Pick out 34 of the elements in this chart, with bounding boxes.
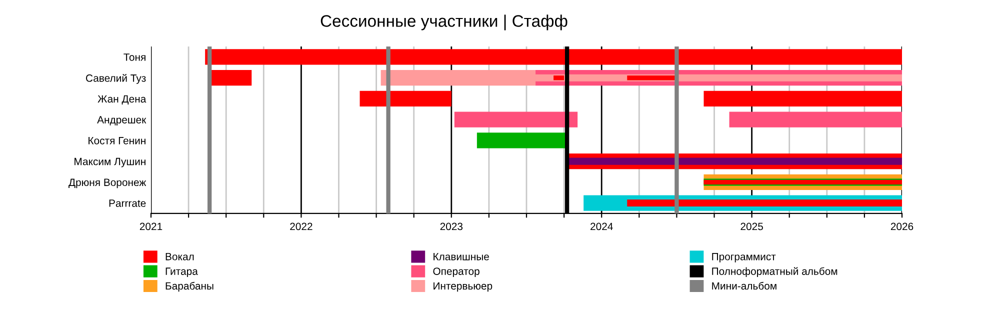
x-tick-label: 2023	[440, 222, 463, 230]
legend-label: Программист	[712, 253, 776, 262]
bar	[627, 75, 677, 80]
y-tick-label: Тоня	[124, 54, 146, 61]
bar	[360, 90, 452, 107]
y-tick-label: Жан Дена	[98, 95, 146, 105]
bar	[729, 112, 902, 128]
x-tick-label: 2026	[890, 222, 914, 230]
chart-title: Сессионные участники | Стафф	[320, 14, 568, 30]
bar	[205, 49, 902, 65]
legend-label: Полноформатный альбом	[712, 267, 838, 278]
y-tick-label: Костя Генин	[88, 137, 146, 144]
bar	[627, 200, 902, 207]
legend-label: Мини-альбом	[712, 282, 776, 290]
legend-label: Барабаны	[166, 282, 214, 292]
x-tick-label: 2022	[290, 222, 312, 230]
legend-label: Гитара	[166, 268, 198, 278]
y-tick-label: Андрешек	[97, 116, 146, 126]
legend-label: Интервьюер	[434, 282, 492, 292]
y-tick-label: Савелий Туз	[86, 74, 146, 84]
x-tick-label: 2021	[140, 222, 162, 230]
legend-label: Оператор	[433, 268, 480, 278]
y-tick-label: Дрюня Воронеж	[68, 178, 146, 188]
bar	[476, 132, 566, 148]
legend-label: Клавишные	[434, 253, 489, 260]
legend-label: Вокал	[166, 253, 194, 260]
bar	[554, 75, 564, 80]
x-tick-label: 2025	[740, 222, 763, 230]
bar	[454, 112, 578, 128]
y-tick-label: Максим Лушин	[74, 158, 146, 168]
x-tick-label: 2024	[590, 222, 613, 230]
bar	[568, 158, 902, 165]
bar	[211, 70, 252, 86]
y-tick-label: Parrrate	[109, 200, 146, 207]
